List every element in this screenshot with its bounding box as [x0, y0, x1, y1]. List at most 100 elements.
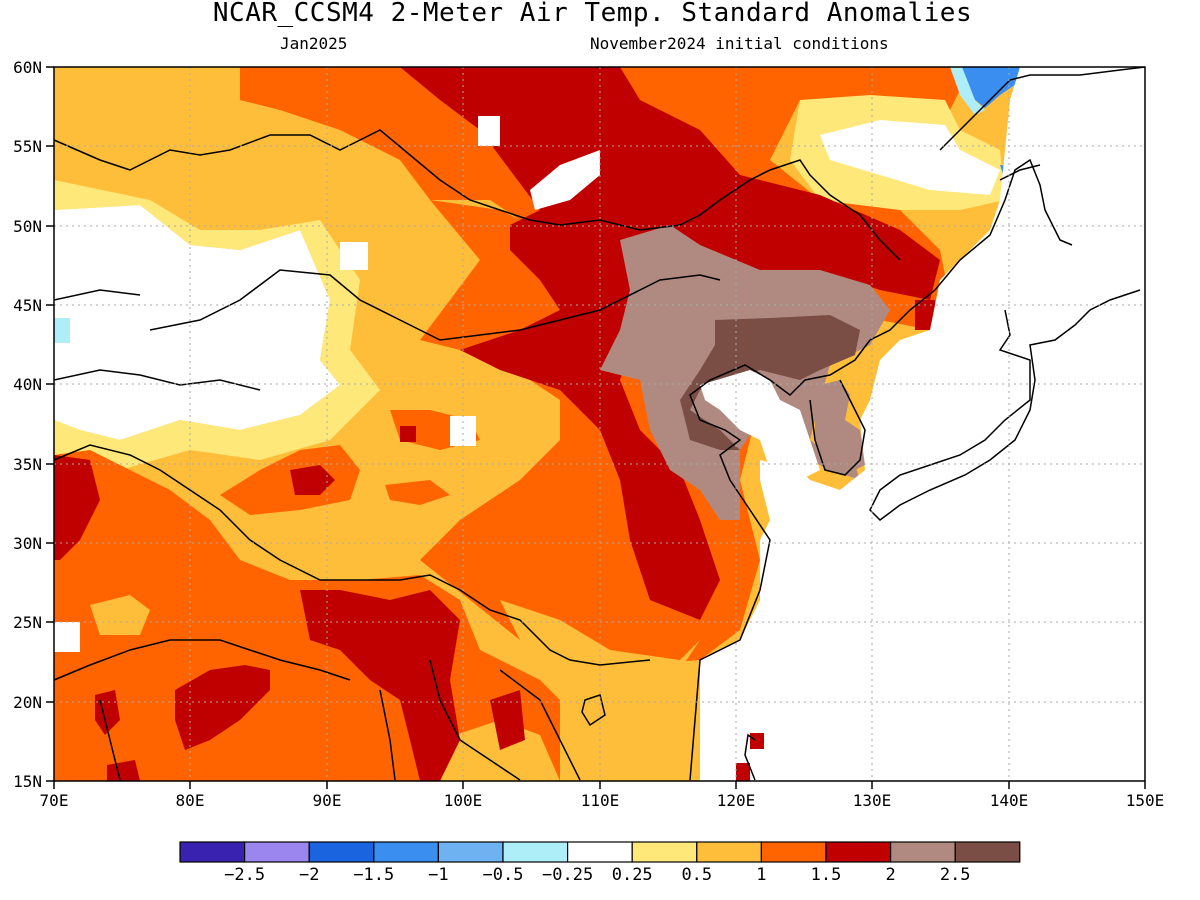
forecast-month: Jan2025: [280, 34, 348, 53]
border: [999, 164, 1041, 181]
lon-tick-label: 150E: [1126, 791, 1165, 810]
lake-mask: [530, 150, 600, 210]
border: [54, 639, 351, 681]
anomaly-red-region: [95, 690, 120, 735]
border: [54, 129, 901, 261]
colorbar-swatch: [437, 841, 504, 863]
border: [429, 659, 521, 781]
colorbar-swatch: [502, 841, 569, 863]
lat-tick-label: 50N: [13, 217, 42, 236]
lon-tick-label: 100E: [444, 791, 483, 810]
colorbar-label: 2.5: [940, 865, 971, 885]
lake-mask: [340, 242, 368, 270]
colorbar-swatch: [244, 841, 310, 863]
colorbar-swatch: [696, 841, 762, 863]
colorbar-label: 0.25: [612, 865, 653, 885]
colorbar-swatch: [631, 841, 698, 863]
lat-tick-label: 25N: [13, 613, 42, 632]
anomaly-field: [54, 67, 1145, 781]
colorbar-label: −1: [428, 865, 448, 885]
border: [499, 669, 581, 781]
colorbar-swatch: [179, 841, 246, 863]
colorbar-swatch: [308, 841, 375, 863]
coastline: [939, 67, 1145, 151]
anomaly-warm-region: [440, 720, 560, 781]
anomaly-neutral-region: [54, 180, 380, 470]
anomaly-red-region: [400, 426, 416, 442]
anomaly-red-region: [490, 690, 525, 750]
lake-mask: [478, 116, 500, 146]
anomaly-red-region: [54, 455, 100, 560]
anomaly-orange-region: [220, 445, 360, 515]
colorbar-label: −0.25: [542, 865, 593, 885]
coastline: [869, 289, 1141, 521]
colorbar-label: 1.5: [811, 865, 842, 885]
initial-conditions: November2024 initial conditions: [590, 34, 889, 53]
border: [54, 444, 651, 666]
colorbar-label: −1.5: [353, 865, 394, 885]
lat-tick-label: 15N: [13, 772, 42, 791]
lat-tick-labels: 60N 55N 50N 45N 40N 35N 30N 25N 20N 15N: [13, 58, 42, 791]
lon-tick-labels: 70E 80E 90E 100E 110E 120E 130E 140E 150…: [40, 791, 1165, 810]
anomaly-red-region: [175, 665, 270, 750]
lon-tick-label: 70E: [40, 791, 69, 810]
anomaly-neutral-region: [54, 622, 80, 652]
anomaly-red-region: [290, 465, 335, 495]
anomaly-max-region: [680, 315, 860, 450]
lat-tick-label: 20N: [13, 693, 42, 712]
map-grid: [54, 67, 1145, 781]
colorbar-label: 2: [885, 865, 895, 885]
lat-tick-label: 45N: [13, 296, 42, 315]
lat-tick-label: 60N: [13, 58, 42, 77]
lat-tick-label: 55N: [13, 137, 42, 156]
colorbar-swatch: [825, 841, 892, 863]
colorbar-swatch: [566, 841, 633, 863]
coastline: [689, 158, 1073, 781]
border: [54, 369, 261, 391]
colorbar: −2.5 −2 −1.5 −1 −0.5 −0.25 0.25 0.5 1 1.5 2 2.5: [179, 841, 1021, 885]
anomaly-neutral-region: [54, 205, 340, 440]
colorbar-swatch: [373, 841, 439, 863]
colorbar-label: 1: [756, 865, 766, 885]
anomaly-warm-region: [90, 595, 150, 635]
coastline: [744, 733, 756, 781]
border: [379, 689, 396, 781]
anomaly-cold-region: [950, 67, 985, 115]
anomaly-orange-region: [525, 510, 580, 555]
colorbar-swatch: [889, 841, 956, 863]
lat-tick-label: 35N: [13, 455, 42, 474]
lat-tick-label: 40N: [13, 375, 42, 394]
coastline: [809, 379, 866, 476]
border: [99, 699, 121, 781]
map-tick-marks: [46, 66, 1146, 789]
border: [54, 289, 141, 301]
anomaly-neutral-region: [820, 120, 1000, 195]
colorbar-label: −2: [299, 865, 319, 885]
anomaly-red-region: [750, 733, 764, 749]
anomaly-red-region: [300, 590, 460, 781]
border: [149, 269, 721, 341]
coastlines: [54, 67, 1145, 781]
anomaly-cold-region: [960, 67, 1022, 108]
lon-tick-label: 140E: [990, 791, 1029, 810]
anomaly-red-region: [736, 763, 750, 781]
anomaly-red-region: [915, 300, 935, 330]
chart-title: NCAR_CCSM4 2-Meter Air Temp. Standard An…: [212, 0, 973, 28]
anomaly-red-region: [107, 760, 140, 781]
ocean-mask: [700, 370, 820, 480]
lake-mask: [450, 416, 476, 446]
anomaly-cold-region: [54, 318, 70, 343]
lon-tick-label: 120E: [717, 791, 756, 810]
ocean-mask: [700, 67, 1145, 781]
lat-tick-label: 30N: [13, 534, 42, 553]
anomaly-high-region: [815, 380, 865, 475]
lon-tick-label: 90E: [313, 791, 342, 810]
anomaly-neutral-region: [870, 330, 1040, 500]
lon-tick-label: 130E: [853, 791, 892, 810]
colorbar-swatch: [760, 841, 827, 863]
colorbar-label: −0.5: [483, 865, 524, 885]
lon-tick-label: 110E: [581, 791, 620, 810]
anomaly-orange-region: [385, 480, 450, 505]
lon-tick-label: 80E: [176, 791, 205, 810]
